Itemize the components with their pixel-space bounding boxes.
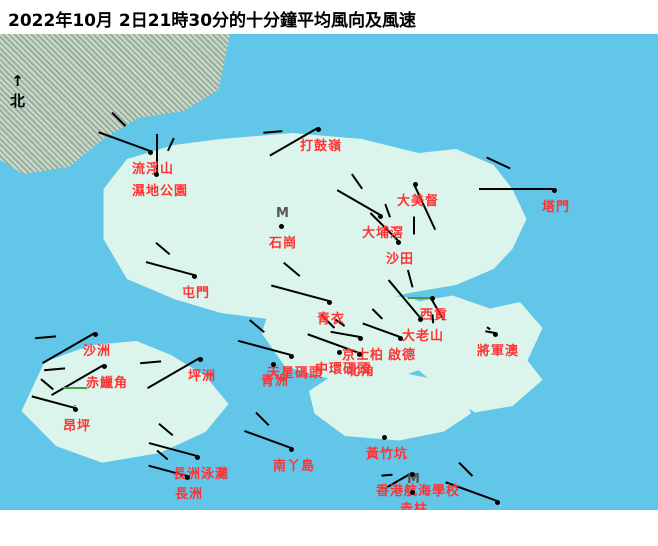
station-marker-4 — [378, 214, 383, 219]
station-marker-20 — [102, 364, 107, 369]
station-marker-22 — [73, 407, 78, 412]
station-marker-5 — [396, 240, 401, 245]
station-marker-10 — [358, 336, 363, 341]
north-arrow-icon: ↑ — [10, 72, 25, 90]
station-label-9: 青衣 — [317, 308, 345, 327]
station-label-12: 將軍澳 — [477, 340, 519, 359]
station-marker-0 — [148, 150, 153, 155]
station-marker-7 — [279, 224, 284, 229]
station-marker-17 — [271, 362, 276, 367]
m-indicator-7: M — [276, 206, 289, 221]
station-label-1: 濕地公園 — [132, 180, 188, 199]
station-marker-1 — [154, 172, 159, 177]
wind-barb-feather-15 — [249, 319, 265, 333]
station-label-28: 赤柱 — [400, 498, 428, 510]
station-label-24: 長洲 — [175, 483, 203, 502]
station-marker-24 — [185, 475, 190, 480]
wind-map-root: 2022年10月 2日21時30分的十分鐘平均風向及風速 ↑ 北 流浮山濕地公園… — [0, 0, 658, 546]
station-label-11: 啟德 — [388, 344, 416, 363]
station-marker-11 — [398, 336, 403, 341]
station-label-6: 塔門 — [542, 196, 570, 215]
station-label-17: 青洲 — [261, 370, 289, 389]
station-label-26: 黃竹坑 — [366, 443, 408, 462]
station-marker-8 — [192, 274, 197, 279]
map-title: 2022年10月 2日21時30分的十分鐘平均風向及風速 — [8, 6, 416, 31]
wind-barb-feather-29 — [458, 462, 473, 477]
station-label-2: 打鼓嶺 — [300, 135, 342, 154]
north-compass-indicator: ↑ 北 — [10, 72, 25, 111]
station-marker-28 — [410, 490, 415, 495]
station-marker-26 — [382, 435, 387, 440]
station-label-21: 坪洲 — [188, 365, 216, 384]
station-marker-9 — [327, 300, 332, 305]
station-marker-2 — [316, 127, 321, 132]
station-label-7: 石崗 — [269, 232, 297, 251]
station-marker-14 — [418, 317, 423, 322]
station-label-18: 北角 — [347, 360, 375, 379]
station-marker-6 — [552, 188, 557, 193]
hk-land-lantau — [10, 334, 240, 474]
station-marker-13 — [430, 296, 435, 301]
station-marker-23 — [195, 455, 200, 460]
wind-barb-feather-25 — [256, 412, 270, 426]
station-label-20: 赤鱲角 — [86, 372, 128, 391]
station-marker-18 — [357, 352, 362, 357]
wind-barb-feather-2 — [263, 130, 282, 134]
wind-barb-feather-27 — [382, 474, 393, 477]
wind-barb-6 — [479, 188, 554, 190]
station-label-23: 長洲泳灘 — [173, 463, 229, 482]
station-marker-25 — [289, 447, 294, 452]
station-marker-27 — [410, 472, 415, 477]
station-marker-29 — [495, 500, 500, 505]
wind-barb-25 — [244, 430, 292, 449]
station-marker-19 — [93, 332, 98, 337]
wind-barb-feather-3 — [413, 217, 415, 235]
station-label-3: 大美督 — [397, 190, 439, 209]
station-label-13: 西貢 — [420, 304, 448, 323]
station-marker-15 — [289, 354, 294, 359]
station-marker-3 — [413, 182, 418, 187]
station-label-22: 昂坪 — [63, 415, 91, 434]
wind-barb-feather-19 — [35, 335, 56, 339]
station-marker-16 — [337, 350, 342, 355]
station-marker-21 — [198, 357, 203, 362]
station-label-8: 屯門 — [182, 282, 210, 301]
station-marker-12 — [493, 332, 498, 337]
station-label-29: 橫瀾島 — [479, 508, 521, 510]
station-label-4: 大埔滘 — [362, 222, 404, 241]
station-label-19: 沙洲 — [83, 340, 111, 359]
station-label-0: 流浮山 — [132, 158, 174, 177]
station-label-14: 大老山 — [402, 325, 444, 344]
station-label-25: 南丫島 — [273, 455, 315, 474]
map-canvas: ↑ 北 流浮山 濕地公園 打鼓嶺 大美督 大埔滘 沙田 塔門 石崗 M 屯門 青衣 京士柏 啟德 將軍澳西… — [0, 34, 658, 510]
wind-barb-0 — [98, 131, 150, 152]
station-label-5: 沙田 — [386, 248, 414, 267]
